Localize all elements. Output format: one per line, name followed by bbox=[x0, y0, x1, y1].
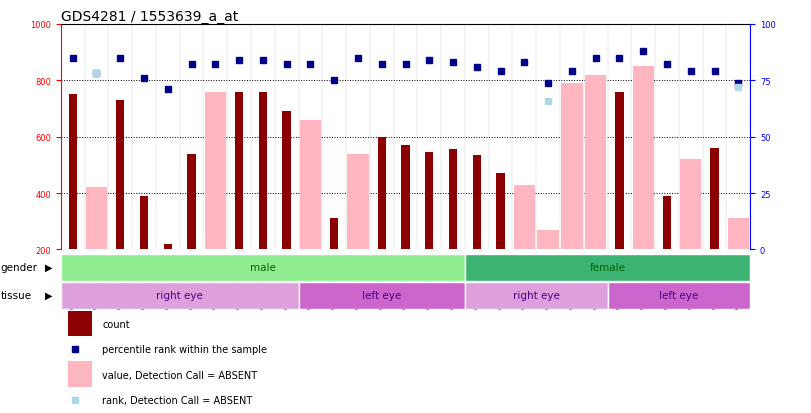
Bar bbox=[663, 197, 672, 250]
Bar bbox=[680, 160, 702, 250]
Bar bbox=[710, 149, 719, 250]
Text: GDS4281 / 1553639_a_at: GDS4281 / 1553639_a_at bbox=[61, 10, 238, 24]
Text: right eye: right eye bbox=[513, 290, 560, 301]
Bar bbox=[465, 282, 607, 309]
Bar bbox=[69, 95, 77, 250]
Text: tissue: tissue bbox=[1, 290, 32, 301]
Bar bbox=[378, 138, 386, 250]
Bar bbox=[727, 219, 749, 250]
Bar bbox=[585, 76, 607, 250]
Bar bbox=[616, 93, 624, 250]
Text: female: female bbox=[590, 262, 625, 273]
Bar bbox=[465, 254, 750, 281]
Bar bbox=[298, 282, 465, 309]
Text: right eye: right eye bbox=[157, 290, 203, 301]
Text: left eye: left eye bbox=[659, 290, 698, 301]
Bar bbox=[259, 93, 267, 250]
Bar bbox=[448, 150, 457, 250]
Text: count: count bbox=[102, 319, 130, 329]
Bar bbox=[401, 146, 410, 250]
Bar bbox=[282, 112, 291, 250]
Bar bbox=[235, 93, 243, 250]
Bar bbox=[116, 101, 124, 250]
Bar bbox=[633, 67, 654, 250]
Bar bbox=[425, 153, 433, 250]
Text: ▶: ▶ bbox=[45, 262, 53, 273]
Text: percentile rank within the sample: percentile rank within the sample bbox=[102, 344, 267, 354]
Bar bbox=[204, 93, 226, 250]
Bar bbox=[561, 84, 582, 250]
Bar bbox=[61, 282, 298, 309]
Text: ▶: ▶ bbox=[45, 290, 53, 301]
Bar bbox=[187, 154, 195, 250]
Bar bbox=[473, 156, 481, 250]
Text: left eye: left eye bbox=[362, 290, 401, 301]
Bar bbox=[330, 219, 338, 250]
Bar bbox=[86, 188, 107, 250]
Bar bbox=[139, 197, 148, 250]
Bar bbox=[538, 230, 559, 250]
Bar bbox=[67, 311, 92, 336]
Bar bbox=[496, 174, 504, 250]
Text: gender: gender bbox=[1, 262, 38, 273]
Text: male: male bbox=[250, 262, 276, 273]
Bar bbox=[164, 244, 172, 250]
Bar bbox=[61, 254, 465, 281]
Bar bbox=[300, 121, 321, 250]
Bar bbox=[513, 185, 535, 250]
Bar bbox=[347, 154, 369, 250]
Text: value, Detection Call = ABSENT: value, Detection Call = ABSENT bbox=[102, 370, 257, 380]
Text: rank, Detection Call = ABSENT: rank, Detection Call = ABSENT bbox=[102, 395, 252, 405]
Bar bbox=[607, 282, 750, 309]
Bar bbox=[67, 361, 92, 387]
